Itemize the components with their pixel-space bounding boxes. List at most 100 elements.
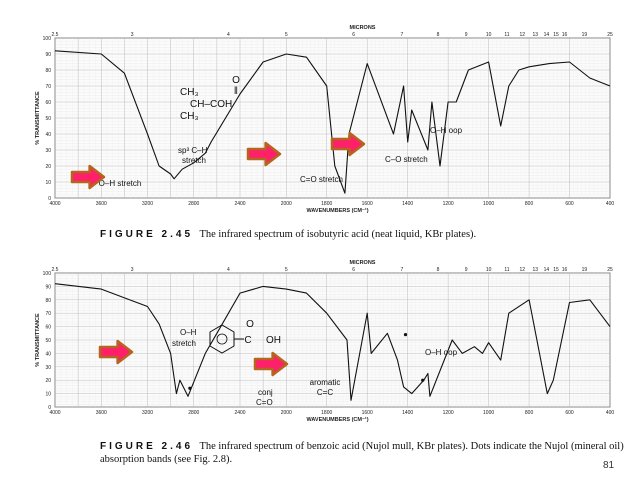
top-tick-label: 11 bbox=[504, 267, 509, 273]
annotation-co-stretch: C=O stretch bbox=[300, 175, 343, 184]
x-tick-label: 3600 bbox=[96, 410, 107, 416]
x-tick-label: 400 bbox=[606, 201, 615, 207]
x-tick-label: 800 bbox=[525, 410, 534, 416]
top-tick-label: 25 bbox=[607, 32, 613, 38]
y-tick-label: 70 bbox=[45, 311, 51, 317]
benzene-ring-circle bbox=[216, 333, 228, 345]
spectrum-chart-2: 4000 3600 3200 2800 2400 2000 1800 1600 1400 1200… bbox=[35, 260, 615, 423]
annotation-conj: conj bbox=[258, 388, 273, 397]
top-axis-title: MICRONS bbox=[350, 260, 376, 266]
top-tick-label: 13 bbox=[533, 32, 539, 38]
x-tick-label: 2400 bbox=[234, 410, 245, 416]
arrow-c-o-stretch bbox=[330, 131, 366, 157]
top-tick-label: 19 bbox=[582, 32, 588, 38]
top-tick-label: 12 bbox=[520, 32, 526, 38]
y-tick-label: 20 bbox=[45, 164, 51, 170]
top-tick-label: 11 bbox=[504, 32, 509, 38]
y-tick-label: 40 bbox=[45, 132, 51, 138]
y-tick-label: 90 bbox=[45, 52, 51, 58]
annotation-oh-oop: O–H oop bbox=[430, 126, 463, 135]
nujol-dot bbox=[188, 386, 192, 390]
x-tick-label: 1000 bbox=[483, 410, 494, 416]
structure-oh: OH bbox=[266, 335, 281, 346]
x-axis-title: WAVENUMBERS (CM⁻¹) bbox=[306, 416, 368, 423]
x-tick-label: 1200 bbox=[443, 201, 454, 207]
spectrum-figure-2-45: 4000 3600 3200 2800 2400 2000 1800 1600 1400 1200… bbox=[35, 25, 615, 240]
spectrum-figure-2-46: 4000 3600 3200 2800 2400 2000 1800 1600 1400 1200… bbox=[0, 255, 638, 460]
y-tick-label: 50 bbox=[45, 338, 51, 344]
x-tick-label: 1600 bbox=[362, 410, 373, 416]
x-tick-label: 1000 bbox=[483, 201, 494, 207]
top-tick-label: 8 bbox=[437, 267, 440, 273]
x-tick-label: 1600 bbox=[362, 201, 373, 207]
top-tick-label: 6 bbox=[352, 32, 355, 38]
x-tick-label: 1800 bbox=[321, 201, 332, 207]
y-tick-label: 50 bbox=[45, 116, 51, 122]
y-tick-label: 0 bbox=[48, 405, 51, 411]
x-tick-label: 1800 bbox=[321, 410, 332, 416]
structure-o: O bbox=[232, 75, 240, 86]
y-tick-label: 80 bbox=[45, 68, 51, 74]
y-tick-label: 60 bbox=[45, 325, 51, 331]
nujol-dot bbox=[421, 378, 425, 382]
top-tick-label: 7 bbox=[400, 32, 403, 38]
spectrum-line bbox=[54, 50, 611, 194]
top-tick-label: 16 bbox=[562, 32, 568, 38]
y-tick-label: 100 bbox=[43, 36, 52, 42]
caption-2-46: FIGURE 2.46 The infrared spectrum of ben… bbox=[100, 440, 630, 466]
figure-label: FIGURE 2.46 bbox=[100, 441, 194, 452]
x-tick-label: 600 bbox=[565, 410, 574, 416]
arrow-oh-stretch bbox=[70, 164, 106, 190]
x-tick-label: 3200 bbox=[142, 201, 153, 207]
annotation-sp3-ch: sp³ C–H bbox=[178, 146, 208, 155]
top-tick-label: 2.5 bbox=[52, 32, 59, 38]
structure-ch-cooh: CH–COH bbox=[190, 99, 232, 110]
x-tick-label: 400 bbox=[606, 410, 615, 416]
benzene-ring bbox=[209, 324, 235, 354]
x-tick-label: 2800 bbox=[188, 410, 199, 416]
top-tick-label: 13 bbox=[533, 267, 539, 273]
structure-o: O bbox=[246, 319, 254, 330]
top-tick-label: 15 bbox=[553, 32, 559, 38]
y-axis-title: % TRANSMITTANCE bbox=[35, 91, 41, 145]
y-tick-label: 0 bbox=[48, 196, 51, 202]
x-tick-label: 800 bbox=[525, 201, 534, 207]
y-tick-label: 90 bbox=[45, 284, 51, 290]
top-tick-label: 3 bbox=[131, 32, 134, 38]
top-tick-label: 14 bbox=[544, 32, 550, 38]
spectrum-line bbox=[54, 283, 611, 401]
y-tick-label: 100 bbox=[43, 271, 52, 277]
x-tick-label: 1400 bbox=[402, 410, 413, 416]
nujol-dot bbox=[403, 333, 408, 337]
annotation-aromatic-cc: C=C bbox=[317, 388, 333, 397]
annotation-aromatic: aromatic bbox=[310, 378, 341, 387]
x-tick-label: 2000 bbox=[281, 410, 292, 416]
x-tick-label: 2400 bbox=[234, 201, 245, 207]
x-tick-label: 4000 bbox=[49, 201, 60, 207]
caption-text: The infrared spectrum of isobutyric acid… bbox=[199, 229, 477, 240]
x-tick-label: 1200 bbox=[443, 410, 454, 416]
x-tick-label: 4000 bbox=[49, 410, 60, 416]
structure-double-bond: ‖ bbox=[234, 86, 238, 97]
x-tick-label: 2000 bbox=[281, 201, 292, 207]
y-tick-label: 10 bbox=[45, 180, 51, 186]
y-tick-label: 80 bbox=[45, 298, 51, 304]
x-tick-label: 600 bbox=[565, 201, 574, 207]
y-tick-label: 60 bbox=[45, 100, 51, 106]
top-tick-label: 25 bbox=[607, 267, 613, 273]
x-axis-title: WAVENUMBERS (CM⁻¹) bbox=[306, 207, 368, 214]
figure-label: FIGURE 2.45 bbox=[100, 229, 194, 240]
x-tick-label: 1400 bbox=[402, 201, 413, 207]
top-tick-label: 10 bbox=[486, 32, 492, 38]
top-tick-label: 3 bbox=[131, 267, 134, 273]
y-tick-label: 10 bbox=[45, 392, 51, 398]
top-tick-label: 8 bbox=[437, 32, 440, 38]
top-tick-label: 4 bbox=[227, 267, 230, 273]
annotation-sp3-ch-stretch: stretch bbox=[182, 156, 206, 165]
structure-c: C bbox=[244, 335, 251, 346]
annotation-oh: O–H bbox=[180, 328, 197, 337]
top-tick-label: 9 bbox=[465, 267, 468, 273]
x-tick-label: 3600 bbox=[96, 201, 107, 207]
